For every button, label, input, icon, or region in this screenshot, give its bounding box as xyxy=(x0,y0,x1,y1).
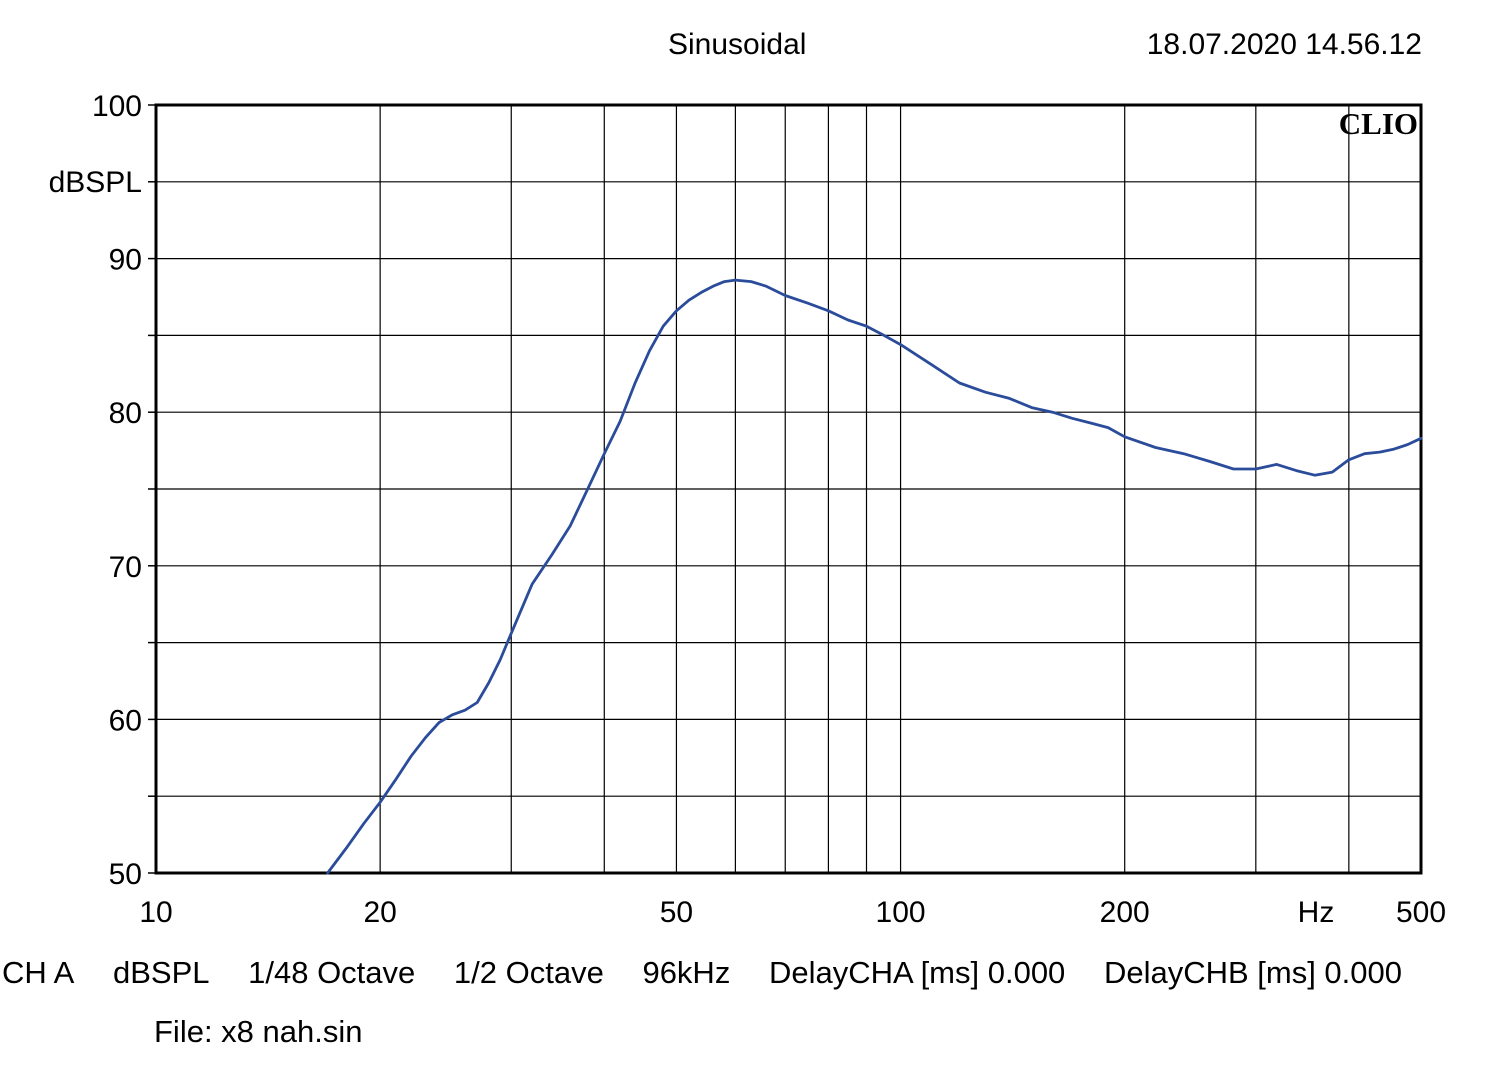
y-tick-label: 90 xyxy=(109,244,142,277)
smoothing-label: 1/2 Octave xyxy=(453,955,604,990)
file-name: File: x8 nah.sin xyxy=(154,1014,363,1049)
y-tick-label: 100 xyxy=(92,90,142,123)
x-tick-label: 100 xyxy=(876,896,926,929)
channel-label: CH A xyxy=(2,955,75,990)
x-tick-label: 500 xyxy=(1396,896,1446,929)
resolution-label: 1/48 Octave xyxy=(248,955,416,990)
response-curve xyxy=(326,278,1423,875)
x-tick-label: 20 xyxy=(363,896,396,929)
y-tick-label: 50 xyxy=(109,858,142,891)
y-axis-label: dBSPL xyxy=(49,166,142,199)
axis-ticks: 50 60 70 80 90 100 10 20 50 100 200 500 xyxy=(92,90,1446,929)
sample-rate-label: 96kHz xyxy=(642,955,731,990)
chart-title: Sinusoidal xyxy=(668,28,807,61)
y-tick-label: 70 xyxy=(109,551,142,584)
delay-chb-label: DelayCHB [ms] 0.000 xyxy=(1103,955,1402,990)
x-tick-label: 10 xyxy=(139,896,172,929)
unit-label: dBSPL xyxy=(112,955,210,990)
y-tick-label: 80 xyxy=(109,397,142,430)
x-tick-label: 50 xyxy=(660,896,693,929)
measurement-settings: CH A dBSPL 1/48 Octave 1/2 Octave 96kHz … xyxy=(2,955,1432,991)
clio-logo: CLIO xyxy=(1339,106,1418,141)
delay-cha-label: DelayCHA [ms] 0.000 xyxy=(768,955,1066,990)
y-tick-label: 60 xyxy=(109,704,142,737)
x-tick-label: 200 xyxy=(1100,896,1150,929)
x-axis-unit-label: Hz xyxy=(1298,896,1335,929)
timestamp: 18.07.2020 14.56.12 xyxy=(1146,28,1422,61)
grid xyxy=(156,105,1421,873)
